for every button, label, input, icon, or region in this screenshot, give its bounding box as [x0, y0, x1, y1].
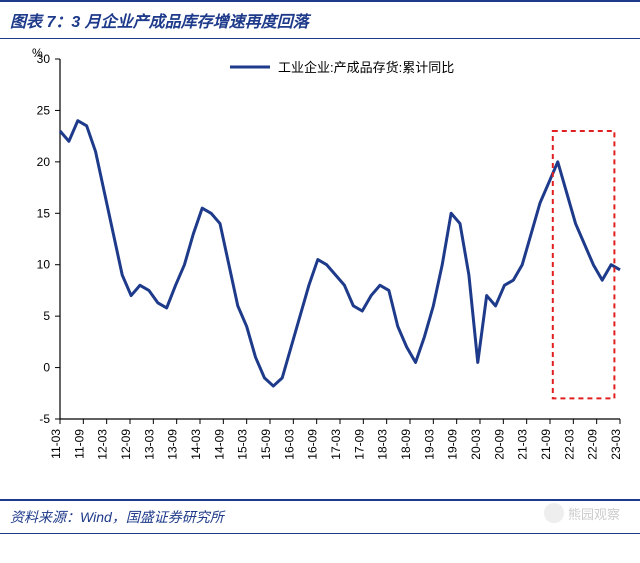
svg-text:30: 30 — [37, 52, 51, 66]
svg-text:20: 20 — [37, 155, 51, 169]
chart-container: 图表 7：3 月企业产成品库存增速再度回落 %-505101520253011-… — [0, 0, 640, 563]
svg-text:25: 25 — [37, 103, 51, 117]
chart-title: 图表 7：3 月企业产成品库存增速再度回落 — [0, 0, 640, 39]
svg-text:11-03: 11-03 — [49, 429, 63, 459]
svg-text:15: 15 — [37, 206, 51, 220]
svg-text:19-03: 19-03 — [422, 429, 436, 460]
svg-text:工业企业:产成品存货:累计同比: 工业企业:产成品存货:累计同比 — [278, 60, 454, 75]
svg-text:14-09: 14-09 — [212, 429, 226, 460]
svg-text:18-09: 18-09 — [399, 429, 413, 460]
svg-text:15-03: 15-03 — [236, 429, 250, 460]
svg-text:-5: -5 — [39, 412, 50, 426]
svg-text:11-09: 11-09 — [72, 429, 86, 459]
svg-text:0: 0 — [43, 361, 50, 375]
svg-text:5: 5 — [43, 309, 50, 323]
svg-text:15-09: 15-09 — [259, 429, 273, 460]
svg-text:21-03: 21-03 — [516, 429, 530, 460]
svg-text:18-03: 18-03 — [376, 429, 390, 460]
svg-text:16-09: 16-09 — [306, 429, 320, 460]
svg-text:19-09: 19-09 — [446, 429, 460, 460]
svg-text:13-03: 13-03 — [142, 429, 156, 460]
line-chart-svg: %-505101520253011-0311-0912-0312-0913-03… — [0, 39, 640, 499]
svg-text:16-03: 16-03 — [282, 429, 296, 460]
svg-text:21-09: 21-09 — [539, 429, 553, 460]
svg-text:17-09: 17-09 — [352, 429, 366, 460]
svg-text:10: 10 — [37, 258, 51, 272]
svg-text:14-03: 14-03 — [189, 429, 203, 460]
chart-source: 资料来源：Wind，国盛证券研究所 — [0, 499, 640, 534]
svg-text:17-03: 17-03 — [329, 429, 343, 460]
svg-text:22-03: 22-03 — [562, 429, 576, 460]
svg-text:20-09: 20-09 — [492, 429, 506, 460]
chart-area: %-505101520253011-0311-0912-0312-0913-03… — [0, 39, 640, 499]
svg-text:12-09: 12-09 — [119, 429, 133, 460]
svg-text:23-03: 23-03 — [609, 429, 623, 460]
svg-text:12-03: 12-03 — [96, 429, 110, 460]
svg-text:13-09: 13-09 — [166, 429, 180, 460]
svg-text:20-03: 20-03 — [469, 429, 483, 460]
svg-text:22-09: 22-09 — [586, 429, 600, 460]
